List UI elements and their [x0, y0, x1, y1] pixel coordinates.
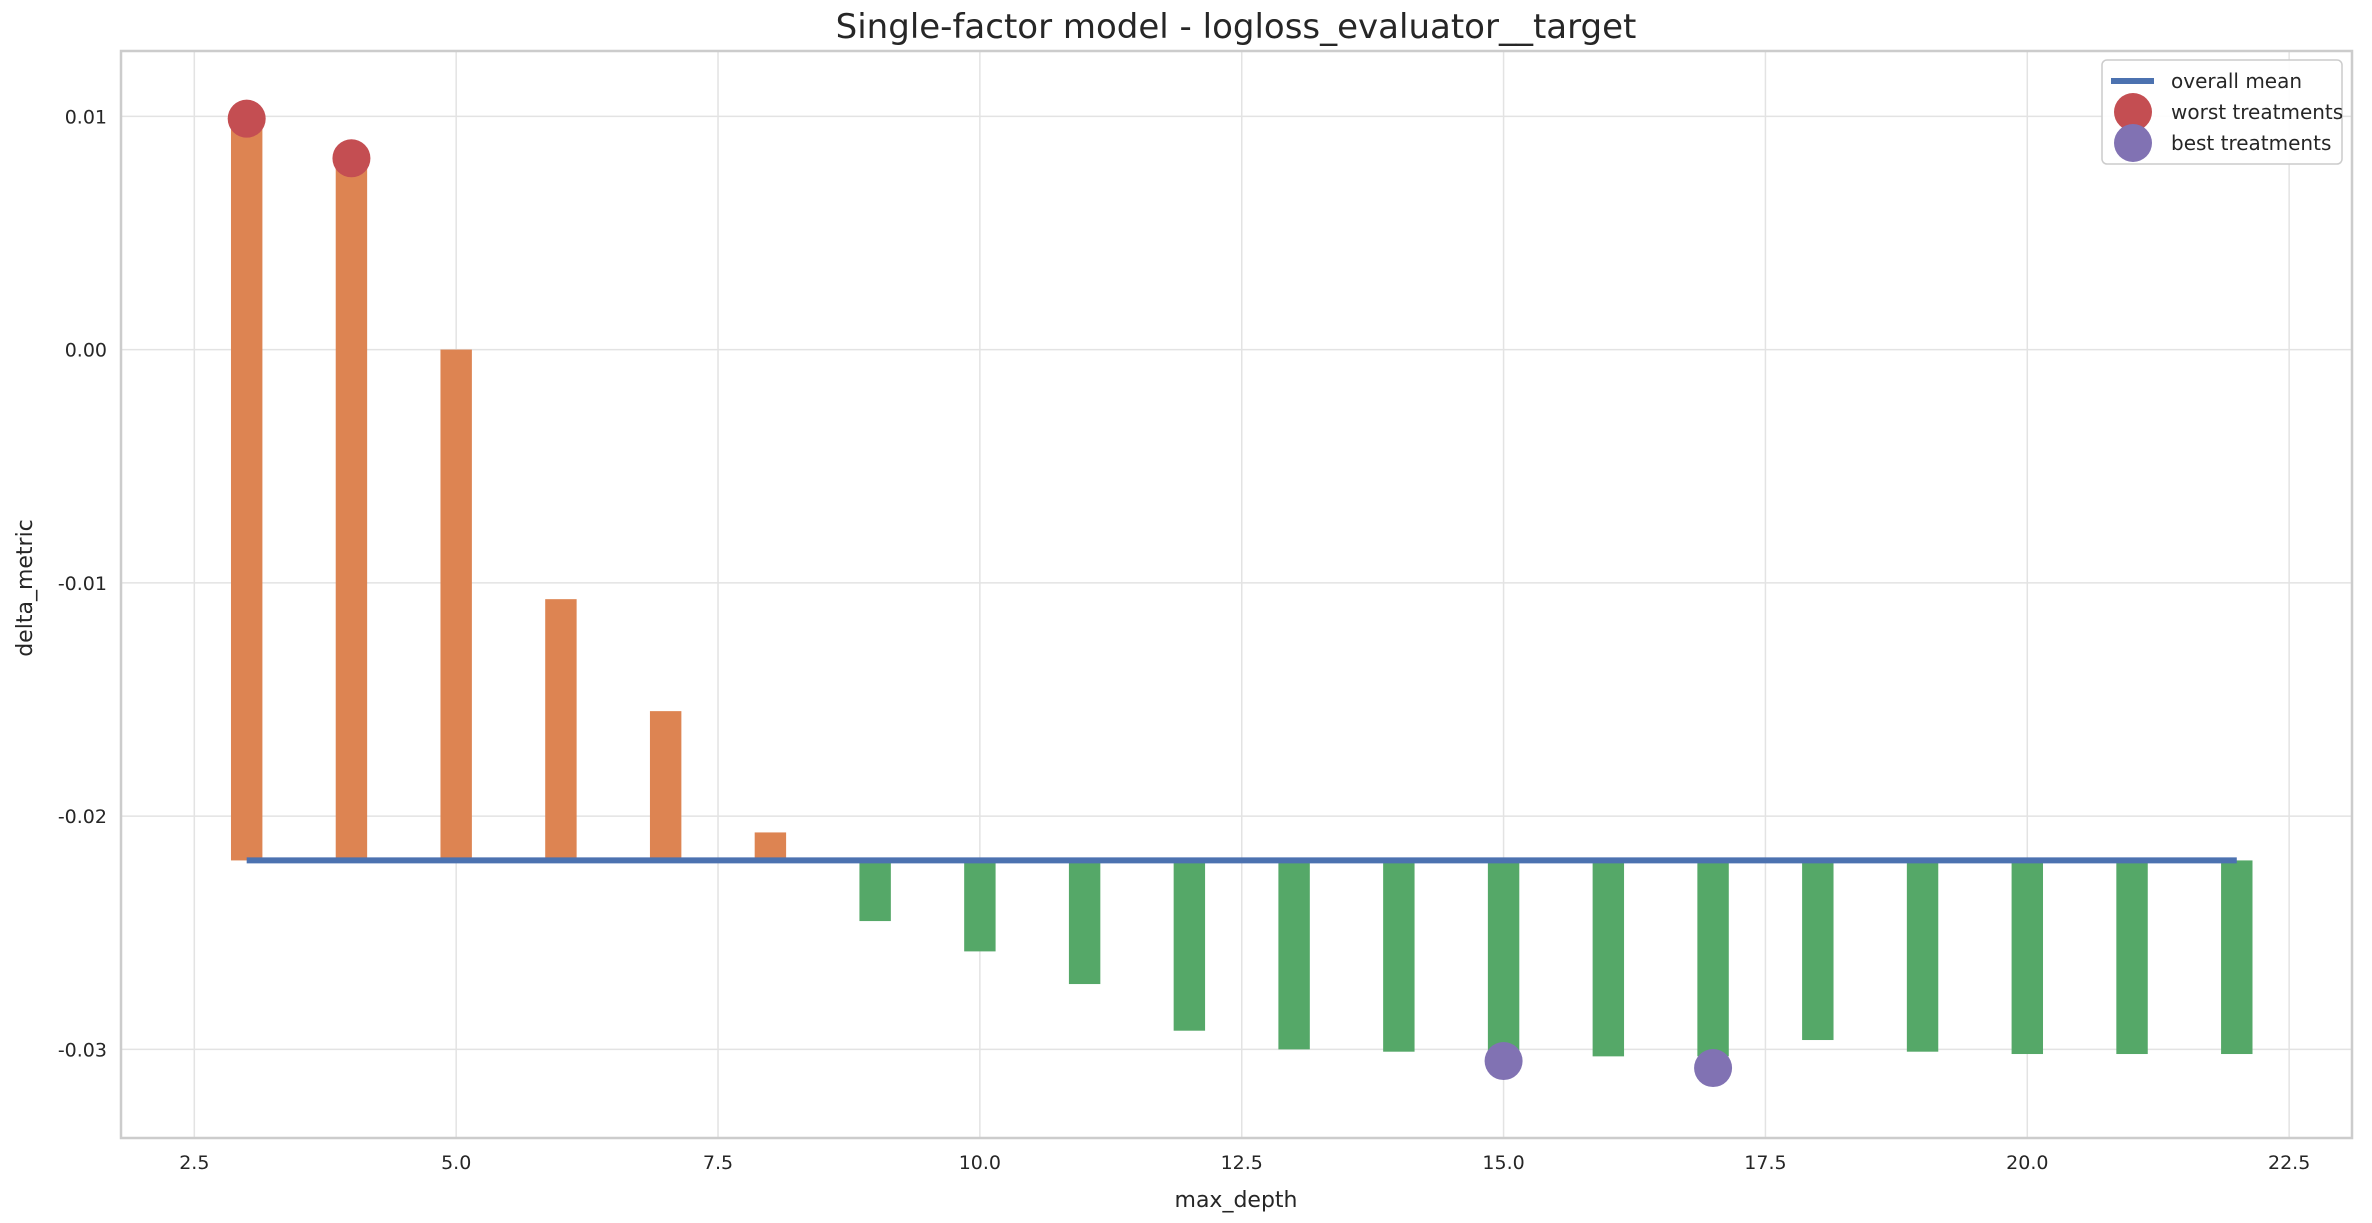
x-axis-label: max_depth	[1175, 1188, 1298, 1213]
bar	[230, 118, 263, 861]
bar	[440, 349, 472, 861]
bar	[1068, 860, 1101, 985]
bar	[1592, 860, 1625, 1057]
bar	[1802, 860, 1834, 1041]
plot-frame	[119, 49, 2354, 1140]
x-tick-label: 17.5	[1744, 1152, 1786, 1174]
bar	[649, 711, 682, 861]
x-tick-label: 7.5	[703, 1152, 733, 1174]
bar	[1383, 860, 1415, 1052]
grid	[121, 51, 2352, 1138]
x-tick-label: 15.0	[1482, 1152, 1524, 1174]
markers	[227, 99, 1733, 1088]
legend-label: best treatments	[2171, 131, 2331, 155]
y-tick-labels: 0.01 0.00 -0.01 -0.02 -0.03	[58, 106, 107, 1061]
bar	[2221, 860, 2253, 1055]
bar	[2116, 860, 2148, 1055]
legend-marker-swatch	[2114, 93, 2152, 131]
x-tick-label: 12.5	[1221, 1152, 1263, 1174]
bar	[2011, 860, 2044, 1055]
y-axis-label: delta_metric	[13, 519, 38, 657]
bar	[1278, 860, 1310, 1050]
legend-box	[2101, 59, 2343, 165]
legend-marker-swatch	[2114, 124, 2152, 162]
y-tick-label: 0.01	[65, 106, 107, 128]
bar	[1906, 860, 1939, 1052]
y-tick-label: -0.02	[58, 806, 107, 828]
x-tick-label: 22.5	[2268, 1152, 2310, 1174]
y-tick-label: -0.01	[58, 573, 107, 595]
bar	[335, 158, 368, 861]
legend-label: overall mean	[2171, 69, 2302, 93]
bar	[964, 860, 996, 952]
x-tick-labels: 2.5 5.0 7.5 10.0 12.5 15.0 17.5 20.0 22.5	[179, 1152, 2310, 1174]
worst-treatment-marker	[227, 99, 266, 138]
bar	[1173, 860, 1206, 1031]
bar	[1487, 860, 1520, 1052]
y-tick-label: -0.03	[58, 1039, 107, 1061]
bar	[1697, 860, 1729, 1057]
x-tick-label: 10.0	[959, 1152, 1001, 1174]
chart-title: Single-factor model - logloss_evaluator_…	[836, 7, 1637, 47]
legend: overall mean worst treatments best treatme…	[2101, 59, 2343, 165]
bars	[230, 118, 2253, 1057]
x-tick-label: 20.0	[2006, 1152, 2048, 1174]
worst-treatment-marker	[332, 139, 371, 178]
legend-label: worst treatments	[2171, 100, 2343, 124]
x-tick-label: 2.5	[179, 1152, 209, 1174]
x-tick-label: 5.0	[441, 1152, 471, 1174]
bar	[545, 599, 577, 861]
best-treatment-marker	[1694, 1049, 1733, 1088]
y-tick-label: 0.00	[65, 340, 107, 362]
bar	[859, 860, 891, 922]
best-treatment-marker	[1484, 1042, 1523, 1081]
bar	[754, 832, 787, 861]
